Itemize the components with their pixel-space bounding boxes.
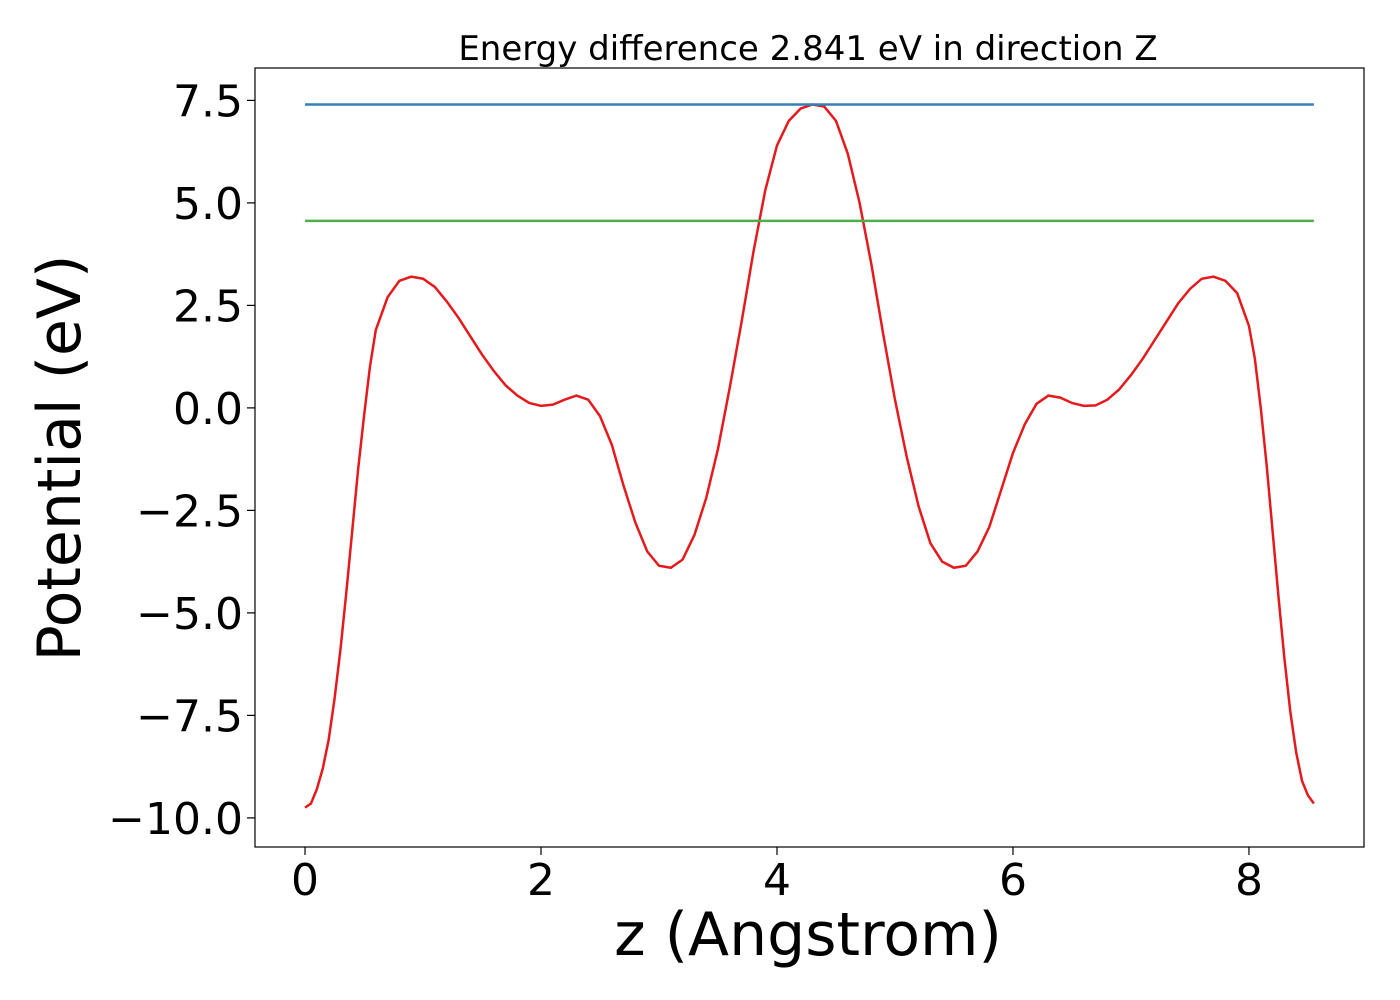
x-tick-label: 8 [1235,855,1263,906]
y-tick-label: 5.0 [173,179,243,230]
y-tick-label: 2.5 [173,281,243,332]
data-line [304,103,1315,809]
y-tick-label: −2.5 [136,486,243,537]
y-tick-label: 0.0 [173,384,243,435]
x-tick-label: 4 [763,855,791,906]
y-axis-label: Potential (eV) [25,255,95,662]
y-tick-label: −7.5 [136,691,243,742]
x-tick-label: 2 [527,855,555,906]
y-tick-label: 7.5 [173,76,243,127]
y-tick-label: −10.0 [108,794,243,845]
x-tick-label: 6 [999,855,1027,906]
x-tick-label: 0 [291,855,319,906]
chart-title: Energy difference 2.841 eV in direction … [458,29,1157,69]
y-tick-label: −5.0 [136,589,243,640]
x-axis-label: z (Angstrom) [614,900,1002,970]
plot-frame [254,67,1365,848]
